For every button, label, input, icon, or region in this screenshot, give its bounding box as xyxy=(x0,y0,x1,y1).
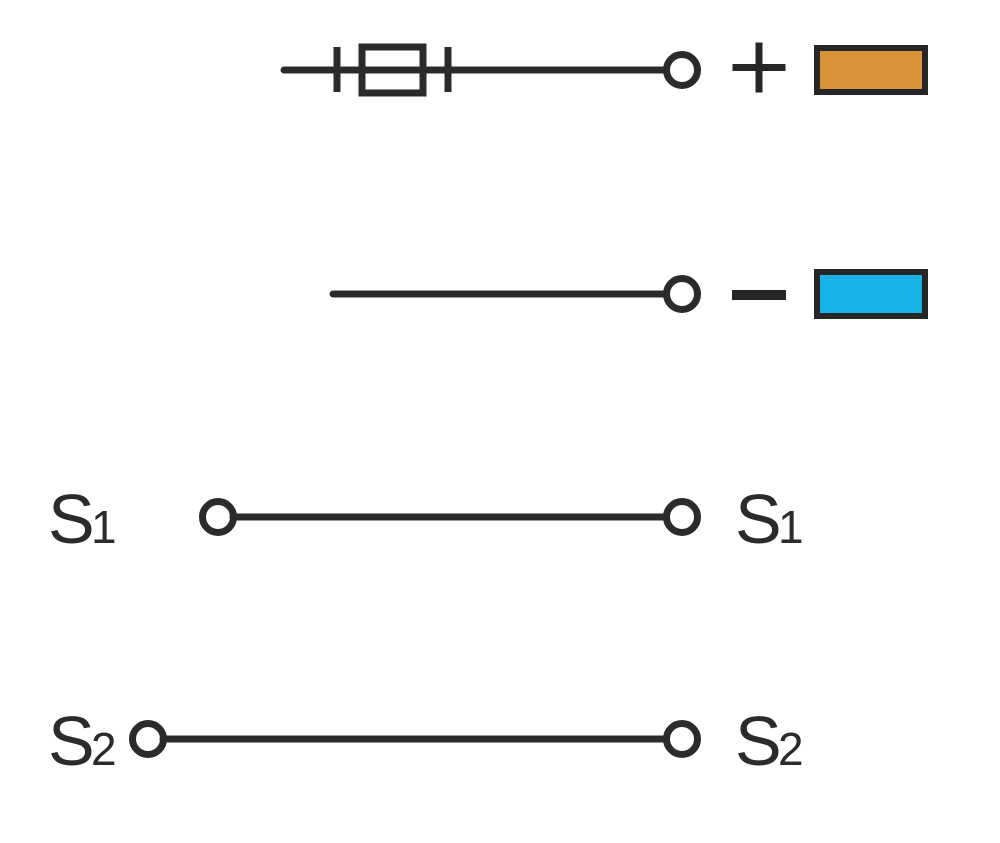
svg-text:S: S xyxy=(735,480,782,558)
svg-text:S: S xyxy=(48,480,95,558)
svg-text:2: 2 xyxy=(91,723,117,775)
svg-text:1: 1 xyxy=(778,501,804,553)
svg-text:S: S xyxy=(48,702,95,780)
svg-text:1: 1 xyxy=(91,501,117,553)
svg-text:S: S xyxy=(735,702,782,780)
svg-text:2: 2 xyxy=(778,723,804,775)
